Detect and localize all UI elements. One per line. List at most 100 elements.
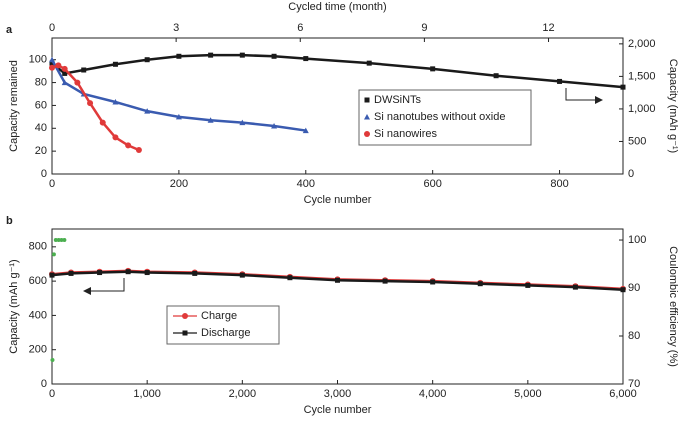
plot-frame xyxy=(51,37,624,175)
y-tick-label: 100 xyxy=(29,54,47,66)
y-tick-label: 80 xyxy=(35,76,47,88)
y-axis-title: Capacity (mAh g⁻¹) xyxy=(8,259,20,353)
x-tick-label: 200 xyxy=(170,178,188,190)
marker xyxy=(144,270,150,276)
y2-tick-label: 1,500 xyxy=(628,70,656,82)
marker xyxy=(125,142,132,149)
marker xyxy=(68,270,74,276)
marker xyxy=(99,119,106,126)
y2-tick-label: 500 xyxy=(628,135,646,147)
y-tick-label: 600 xyxy=(29,275,47,287)
marker xyxy=(112,99,119,105)
x2-tick-label: 9 xyxy=(421,22,427,34)
marker xyxy=(620,84,626,90)
marker xyxy=(175,113,182,120)
marker xyxy=(572,284,578,290)
legend-label: DWSiNTs xyxy=(374,94,422,106)
y2-tick-label: 100 xyxy=(628,234,646,246)
marker xyxy=(208,52,214,58)
y-tick-label: 20 xyxy=(35,145,47,157)
marker xyxy=(50,358,55,363)
y-tick-label: 40 xyxy=(35,122,47,134)
marker xyxy=(49,64,55,71)
marker xyxy=(49,60,55,66)
x2-tick-label: 12 xyxy=(542,22,554,34)
legend-label: Si nanowires xyxy=(374,128,437,140)
marker xyxy=(144,108,151,114)
x-axis-title: Cycle number xyxy=(304,404,372,416)
marker xyxy=(87,100,94,107)
x-axis-title: Cycle number xyxy=(304,194,372,206)
x-tick-label: 600 xyxy=(423,178,441,190)
marker xyxy=(176,53,182,59)
marker xyxy=(135,147,142,153)
y-axis-title: Capacity remained xyxy=(8,60,20,152)
marker xyxy=(53,238,58,243)
x2-tick-label: 6 xyxy=(297,22,303,34)
y-tick-label: 200 xyxy=(29,344,47,356)
x2-tick-label: 3 xyxy=(173,22,179,34)
x2-axis-title: Cycled time (month) xyxy=(288,1,386,13)
marker xyxy=(81,67,87,73)
legend-box xyxy=(166,305,280,345)
panel-label: b xyxy=(6,215,13,227)
x-tick-label: 800 xyxy=(550,178,568,190)
marker xyxy=(207,117,214,123)
marker xyxy=(61,79,68,86)
series-line xyxy=(51,64,140,152)
marker xyxy=(59,238,64,243)
y2-tick-label: 80 xyxy=(628,330,640,342)
x2-tick-label: 0 xyxy=(49,22,55,34)
y2-axis-title: Capacity (mAh g⁻¹) xyxy=(667,59,679,153)
arrow-head xyxy=(83,287,91,295)
marker xyxy=(366,60,372,66)
marker xyxy=(303,56,309,62)
y-tick-label: 0 xyxy=(41,168,47,180)
marker xyxy=(62,70,68,76)
legend-label: Si nanotubes without oxide xyxy=(374,111,505,123)
x-tick-label: 0 xyxy=(49,178,55,190)
arrow-head xyxy=(595,96,603,104)
y2-tick-label: 1,000 xyxy=(628,103,656,115)
marker xyxy=(49,272,55,278)
legend-label: Charge xyxy=(201,310,237,322)
legend-swatch xyxy=(182,313,188,319)
x-tick-label: 6,000 xyxy=(609,388,637,400)
y2-axis-title: Coulombic efficiency (%) xyxy=(667,246,679,367)
legend-label: Discharge xyxy=(201,327,251,339)
marker xyxy=(61,65,68,72)
panel-label: a xyxy=(6,24,13,36)
marker xyxy=(239,119,246,126)
y-tick-label: 800 xyxy=(29,241,47,253)
marker xyxy=(271,123,278,129)
legend-swatch xyxy=(364,131,370,137)
plot-frame xyxy=(51,228,624,385)
legend-box xyxy=(358,89,532,146)
marker xyxy=(62,238,67,243)
x-tick-label: 2,000 xyxy=(229,388,257,400)
marker xyxy=(239,272,245,278)
series-line xyxy=(50,59,306,132)
x-tick-label: 4,000 xyxy=(419,388,447,400)
marker xyxy=(302,127,309,134)
x-tick-label: 3,000 xyxy=(324,388,352,400)
marker xyxy=(144,57,150,63)
marker xyxy=(430,279,436,285)
marker xyxy=(125,269,131,275)
series-line xyxy=(51,53,624,89)
marker xyxy=(477,281,483,287)
arrow xyxy=(565,88,600,101)
marker xyxy=(49,56,55,63)
y2-tick-label: 70 xyxy=(628,378,640,390)
marker xyxy=(192,270,198,276)
x-tick-label: 0 xyxy=(49,388,55,400)
x-tick-label: 5,000 xyxy=(514,388,542,400)
marker xyxy=(112,134,119,141)
marker xyxy=(557,78,563,84)
y2-tick-label: 90 xyxy=(628,282,640,294)
marker xyxy=(239,52,245,58)
marker xyxy=(335,277,340,283)
marker xyxy=(271,53,277,59)
marker xyxy=(382,278,388,284)
